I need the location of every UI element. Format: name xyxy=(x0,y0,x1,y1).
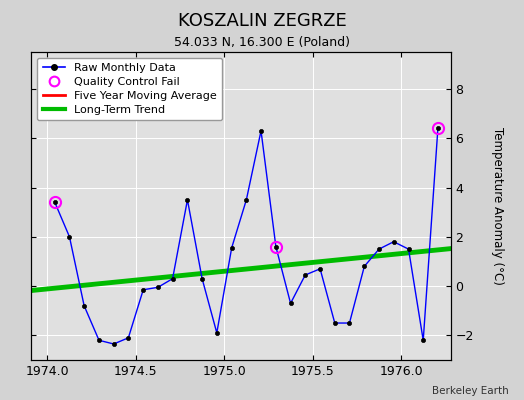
Y-axis label: Temperature Anomaly (°C): Temperature Anomaly (°C) xyxy=(490,127,504,285)
Legend: Raw Monthly Data, Quality Control Fail, Five Year Moving Average, Long-Term Tren: Raw Monthly Data, Quality Control Fail, … xyxy=(37,58,222,120)
Text: 54.033 N, 16.300 E (Poland): 54.033 N, 16.300 E (Poland) xyxy=(174,36,350,49)
Text: KOSZALIN ZEGRZE: KOSZALIN ZEGRZE xyxy=(178,12,346,30)
Text: Berkeley Earth: Berkeley Earth xyxy=(432,386,508,396)
